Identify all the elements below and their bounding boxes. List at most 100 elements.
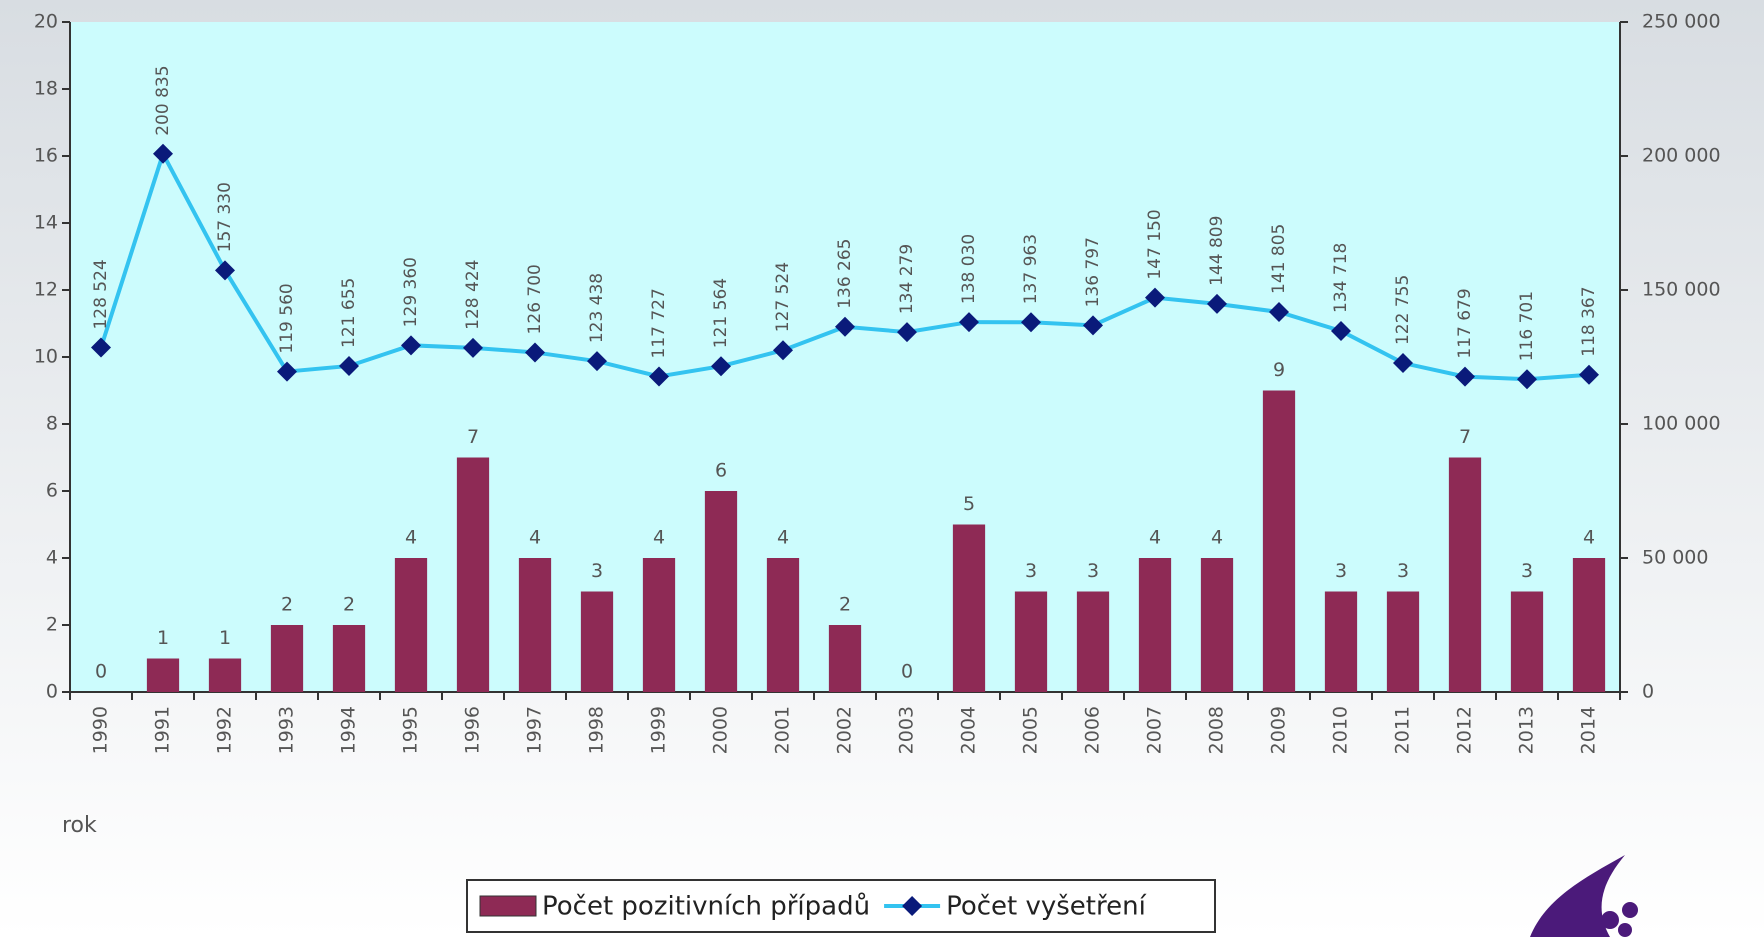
line-marker: [773, 340, 793, 361]
bar-label: 4: [1149, 527, 1161, 549]
line-marker: [215, 260, 235, 281]
y2-tick-label: 200 000: [1642, 145, 1721, 167]
line-marker: [339, 355, 359, 376]
y-tick-label: 12: [34, 279, 58, 301]
y2-tick-label: 150 000: [1642, 279, 1721, 301]
line-label: 118 367: [1579, 286, 1599, 356]
line-label: 128 524: [91, 259, 111, 329]
line-label: 134 718: [1331, 243, 1351, 313]
y-tick-label: 2: [46, 614, 58, 636]
line-label: 147 150: [1145, 209, 1165, 279]
bar: [952, 524, 986, 692]
y-tick-label: 0: [46, 681, 58, 703]
y-tick-label: 6: [46, 480, 58, 502]
bar-label: 3: [591, 560, 603, 582]
x-tick-label: 2011: [1392, 706, 1414, 754]
line-marker: [897, 322, 917, 343]
line-label: 127 524: [773, 262, 793, 332]
x-tick-label: 2004: [958, 706, 980, 754]
bar: [828, 625, 862, 692]
bar: [1076, 591, 1110, 692]
y2-tick-label: 250 000: [1642, 11, 1721, 33]
bar-label: 3: [1521, 560, 1533, 582]
y-tick-label: 18: [34, 78, 58, 100]
line-marker: [1269, 301, 1289, 322]
bar-label: 7: [467, 426, 479, 448]
bar: [1324, 591, 1358, 692]
line-label: 129 360: [401, 257, 421, 327]
bar: [518, 558, 552, 692]
x-tick-label: 2006: [1082, 706, 1104, 754]
logo: [1530, 855, 1638, 937]
line-marker: [1083, 315, 1103, 336]
x-tick-label: 1996: [462, 706, 484, 754]
line-marker: [1393, 353, 1413, 374]
bar-label: 2: [281, 594, 293, 616]
bar-label: 4: [653, 527, 665, 549]
bar: [146, 658, 180, 692]
bar-label: 3: [1397, 560, 1409, 582]
y-tick-label: 14: [34, 212, 58, 234]
bar: [208, 658, 242, 692]
bar: [270, 625, 304, 692]
line-label: 122 755: [1393, 275, 1413, 345]
line-label: 144 809: [1207, 216, 1227, 286]
bar: [332, 625, 366, 692]
y-tick-label: 20: [34, 11, 58, 33]
bar: [1572, 558, 1606, 692]
bar-label: 1: [157, 627, 169, 649]
bar-label: 9: [1273, 359, 1285, 381]
bar: [1510, 591, 1544, 692]
x-axis-label: rok: [62, 813, 97, 838]
bar: [1386, 591, 1420, 692]
y-tick-label: 10: [34, 346, 58, 368]
x-tick-label: 2008: [1206, 706, 1228, 754]
x-tick-label: 1992: [214, 706, 236, 754]
line-label: 200 835: [153, 65, 173, 135]
bar-label: 7: [1459, 426, 1471, 448]
bar: [1138, 558, 1172, 692]
bar: [1014, 591, 1048, 692]
y2-tick-label: 50 000: [1642, 547, 1708, 569]
x-tick-label: 2007: [1144, 706, 1166, 754]
x-tick-label: 2010: [1330, 706, 1352, 754]
bar-label: 6: [715, 460, 727, 482]
x-tick-label: 2002: [834, 706, 856, 754]
line-label: 137 963: [1021, 234, 1041, 304]
bar: [394, 558, 428, 692]
bar: [766, 558, 800, 692]
bar-label: 4: [1583, 527, 1595, 549]
line-marker: [277, 361, 297, 382]
bar: [580, 591, 614, 692]
legend-label: Počet pozitivních případů: [542, 892, 870, 922]
x-tick-label: 1997: [524, 706, 546, 754]
y2-tick-label: 100 000: [1642, 413, 1721, 435]
bar-label: 4: [1211, 527, 1223, 549]
legend: Počet pozitivních případů Počet vyšetření: [466, 879, 1216, 933]
legend-swatch: [479, 895, 537, 917]
line-label: 134 279: [897, 244, 917, 314]
x-tick-label: 2012: [1454, 706, 1476, 754]
bar: [1262, 390, 1296, 692]
line-label: 116 701: [1517, 291, 1537, 361]
x-tick-label: 2013: [1516, 706, 1538, 754]
line-marker: [835, 316, 855, 337]
line-label: 157 330: [215, 182, 235, 252]
x-tick-label: 2003: [896, 706, 918, 754]
x-tick-label: 2000: [710, 706, 732, 754]
line-marker: [959, 312, 979, 333]
legend-marker: [902, 896, 923, 916]
plot-area: [70, 22, 1620, 692]
line-marker: [401, 335, 421, 356]
line-marker: [91, 337, 111, 358]
bar: [704, 491, 738, 692]
x-tick-label: 2001: [772, 706, 794, 754]
bar-label: 0: [901, 661, 913, 683]
line-marker: [463, 337, 483, 358]
x-tick-label: 2014: [1578, 706, 1600, 754]
line-marker: [153, 143, 173, 164]
x-tick-label: 1995: [400, 706, 422, 754]
bar-label: 2: [343, 594, 355, 616]
line-marker: [1021, 312, 1041, 333]
